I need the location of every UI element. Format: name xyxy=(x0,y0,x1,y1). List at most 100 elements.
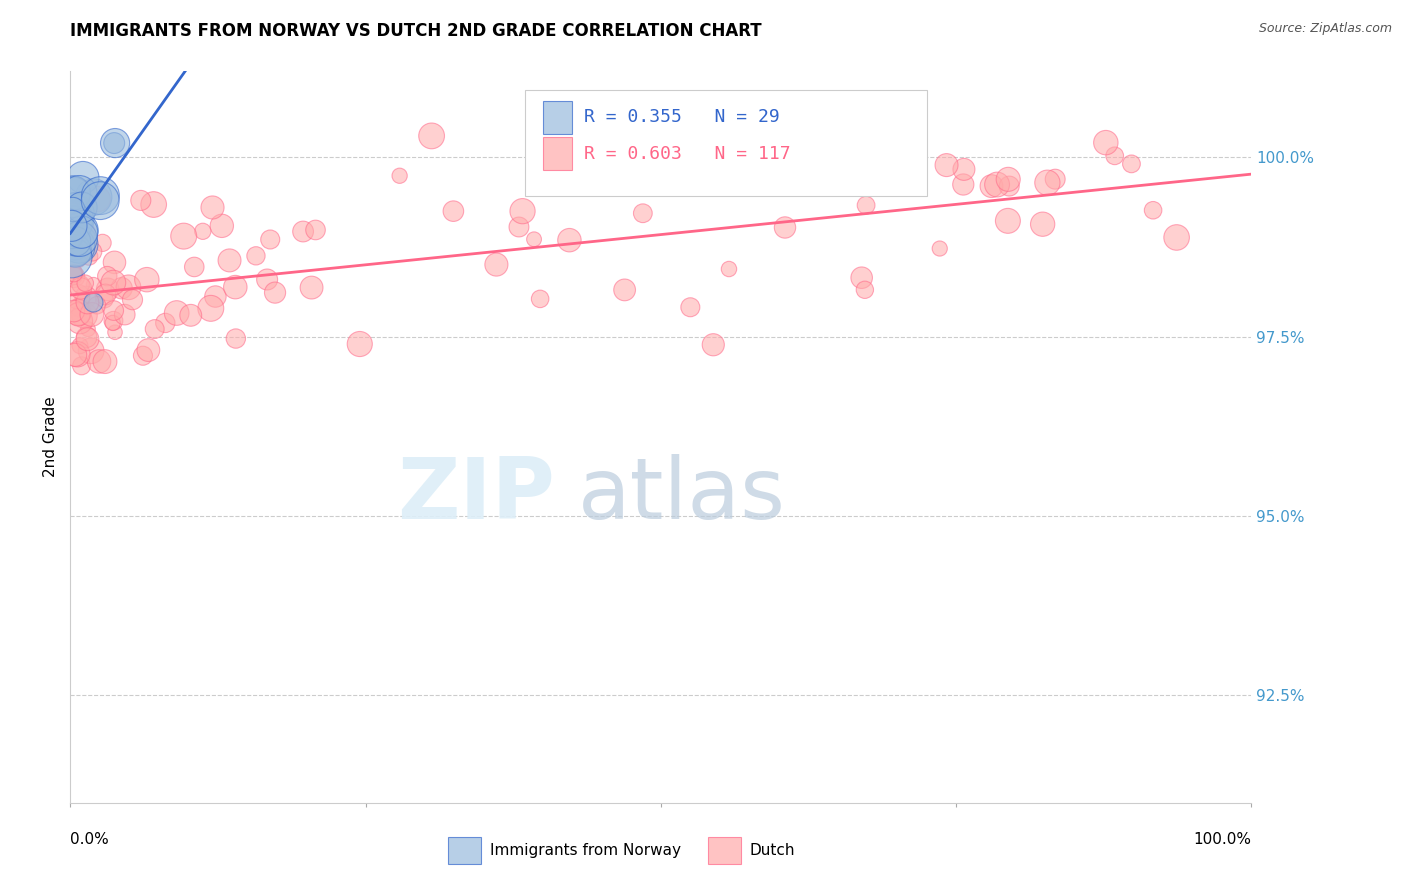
Point xyxy=(63,268,86,283)
Point xyxy=(60,251,83,265)
Point xyxy=(301,280,323,294)
Point xyxy=(558,233,581,247)
Point xyxy=(173,229,195,244)
Point xyxy=(60,219,83,233)
Point xyxy=(110,281,132,295)
Text: Source: ZipAtlas.com: Source: ZipAtlas.com xyxy=(1258,22,1392,36)
Point xyxy=(166,306,188,320)
FancyBboxPatch shape xyxy=(524,90,927,195)
Point xyxy=(1043,172,1066,186)
Point xyxy=(104,136,127,150)
Text: Dutch: Dutch xyxy=(749,843,794,858)
Point xyxy=(60,232,83,246)
Point xyxy=(225,332,247,346)
Point xyxy=(77,322,100,336)
Point xyxy=(93,292,115,306)
Point xyxy=(76,332,98,346)
Point xyxy=(62,215,84,229)
Point xyxy=(76,330,98,344)
Point xyxy=(70,225,93,239)
Point xyxy=(67,186,90,201)
Point xyxy=(218,253,240,268)
Text: Immigrants from Norway: Immigrants from Norway xyxy=(489,843,681,858)
Point xyxy=(70,201,93,215)
Point xyxy=(75,290,97,304)
Point xyxy=(292,225,315,239)
Point xyxy=(77,249,100,263)
Point xyxy=(72,170,94,185)
Point xyxy=(60,216,83,230)
Point xyxy=(1032,217,1054,231)
Point xyxy=(1036,176,1059,190)
Point xyxy=(1166,230,1188,244)
Point xyxy=(65,250,87,264)
Point xyxy=(997,172,1019,186)
Point xyxy=(63,239,86,253)
Point xyxy=(998,179,1021,194)
Point xyxy=(224,280,246,294)
Point xyxy=(773,220,796,235)
Point xyxy=(66,290,89,304)
Point xyxy=(508,219,530,234)
Point xyxy=(87,354,110,368)
Point xyxy=(839,153,862,168)
Point xyxy=(86,192,108,206)
Point xyxy=(62,207,84,221)
Point xyxy=(717,262,740,277)
Point xyxy=(952,178,974,192)
Point xyxy=(65,244,87,258)
Point xyxy=(83,277,105,292)
Point xyxy=(485,258,508,272)
Point xyxy=(986,178,1008,192)
Point xyxy=(853,283,876,297)
Point xyxy=(388,169,411,183)
Point xyxy=(76,295,98,310)
Point xyxy=(256,272,278,286)
Point xyxy=(953,162,976,177)
Point xyxy=(69,277,91,292)
Point xyxy=(94,287,117,301)
Point xyxy=(114,308,136,322)
Point xyxy=(851,270,873,285)
Text: 0.0%: 0.0% xyxy=(70,832,110,847)
Point xyxy=(63,223,86,237)
Point xyxy=(121,293,143,307)
Point xyxy=(63,304,86,318)
Point xyxy=(69,300,91,314)
Point xyxy=(304,223,326,237)
Point xyxy=(264,285,287,300)
Point xyxy=(928,242,950,256)
Bar xyxy=(543,137,572,170)
Point xyxy=(129,194,152,208)
Point xyxy=(76,225,98,239)
Point xyxy=(733,157,755,171)
Point xyxy=(63,267,86,281)
Point xyxy=(62,186,84,201)
Point xyxy=(75,276,97,290)
Point xyxy=(69,314,91,328)
Point xyxy=(512,204,534,219)
Point xyxy=(935,158,957,172)
Bar xyxy=(449,838,481,863)
Point xyxy=(155,316,177,330)
Point xyxy=(67,237,90,252)
Point xyxy=(101,316,124,330)
Point xyxy=(83,190,105,204)
Point xyxy=(67,307,90,321)
Point xyxy=(89,188,111,202)
Text: R = 0.355   N = 29: R = 0.355 N = 29 xyxy=(583,109,780,127)
Point xyxy=(62,186,84,200)
Point xyxy=(135,273,157,287)
Point xyxy=(103,255,125,269)
Point xyxy=(63,241,86,255)
Bar xyxy=(543,101,572,134)
Point xyxy=(702,337,724,351)
Point xyxy=(96,269,118,284)
Y-axis label: 2nd Grade: 2nd Grade xyxy=(44,397,59,477)
Point xyxy=(67,219,90,233)
Point xyxy=(91,235,114,250)
Point xyxy=(66,347,89,361)
Point xyxy=(67,305,90,319)
Point xyxy=(63,239,86,253)
Point xyxy=(80,343,103,358)
